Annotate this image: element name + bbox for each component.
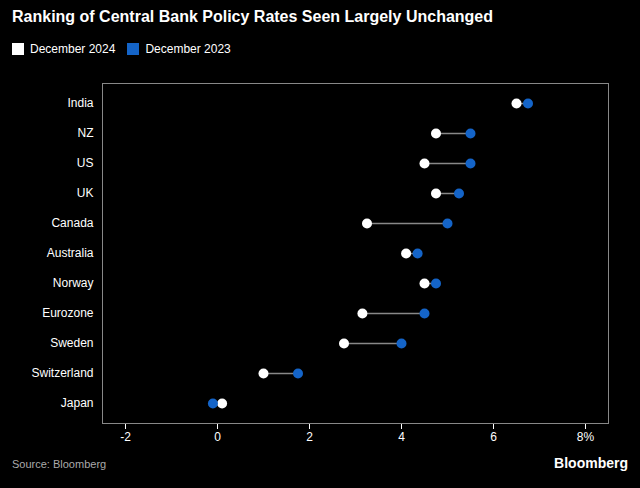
svg-text:Sweden: Sweden <box>50 336 93 350</box>
svg-text:NZ: NZ <box>78 126 94 140</box>
svg-text:8%: 8% <box>577 430 595 444</box>
svg-text:0: 0 <box>214 430 221 444</box>
html-text:Ranking of Central Bank Policy: Ranking of Central Bank Policy Rates See… <box>12 8 493 25</box>
svg-text:US: US <box>77 156 94 170</box>
html-text:December 2023: December 2023 <box>145 41 231 56</box>
svg-text:Canada: Canada <box>51 216 93 230</box>
svg-text:-2: -2 <box>120 430 131 444</box>
svg-text:Switzerland: Switzerland <box>31 366 93 380</box>
svg-text:4: 4 <box>398 430 405 444</box>
svg-text:Australia: Australia <box>47 246 94 260</box>
html-text:Source: Bloomberg: Source: Bloomberg <box>12 458 107 470</box>
svg-text:Japan: Japan <box>61 396 94 410</box>
svg-text:Eurozone: Eurozone <box>42 306 94 320</box>
svg-text:UK: UK <box>77 186 94 200</box>
svg-text:2: 2 <box>306 430 313 444</box>
svg-text:Norway: Norway <box>53 276 94 290</box>
svg-text:6: 6 <box>490 430 497 444</box>
svg-text:India: India <box>67 96 93 110</box>
html-text:Bloomberg: Bloomberg <box>554 455 628 471</box>
html-text:December 2024: December 2024 <box>30 41 116 56</box>
